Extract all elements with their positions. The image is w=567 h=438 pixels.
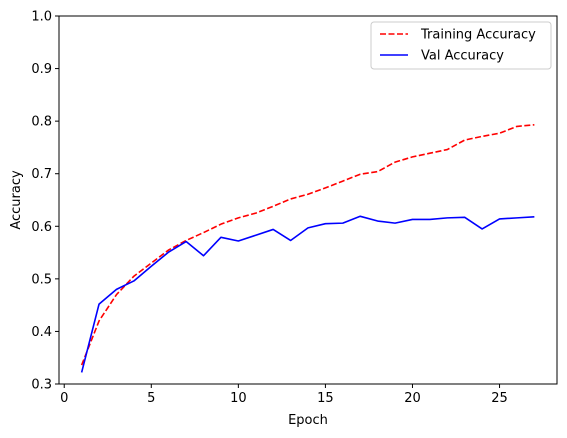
- x-tick-label: 10: [230, 391, 247, 406]
- y-tick-label: 0.8: [31, 115, 52, 130]
- y-tick-label: 0.3: [31, 378, 52, 393]
- y-tick-label: 0.4: [31, 325, 52, 340]
- y-tick-label: 0.5: [31, 272, 52, 287]
- y-axis-ticks: 0.3 0.4 0.5 0.6 0.7 0.8 0.9 1.0: [31, 10, 59, 393]
- y-tick-label: 1.0: [31, 10, 52, 25]
- x-tick-label: 0: [60, 391, 68, 406]
- series-line-training-accuracy: [80, 124, 535, 366]
- legend-label-val-accuracy: Val Accuracy: [421, 49, 504, 64]
- y-axis-label: Accuracy: [9, 170, 24, 230]
- x-axis-ticks: 0 5 10 15 20 25: [60, 384, 508, 406]
- x-tick-label: 20: [404, 391, 421, 406]
- legend: Training Accuracy Val Accuracy: [370, 21, 552, 70]
- legend-label-training-accuracy: Training Accuracy: [420, 28, 536, 43]
- plot-lines: [80, 124, 535, 373]
- y-tick-label: 0.7: [31, 167, 52, 182]
- x-tick-label: 5: [147, 391, 155, 406]
- x-axis-label: Epoch: [288, 413, 328, 428]
- y-tick-label: 0.9: [31, 62, 52, 77]
- x-tick-label: 15: [317, 391, 334, 406]
- plot-frame: [58, 15, 558, 385]
- series-line-val-accuracy: [80, 215, 535, 373]
- legend-box: [370, 21, 552, 70]
- x-tick-label: 25: [491, 391, 508, 406]
- y-tick-label: 0.6: [31, 220, 52, 235]
